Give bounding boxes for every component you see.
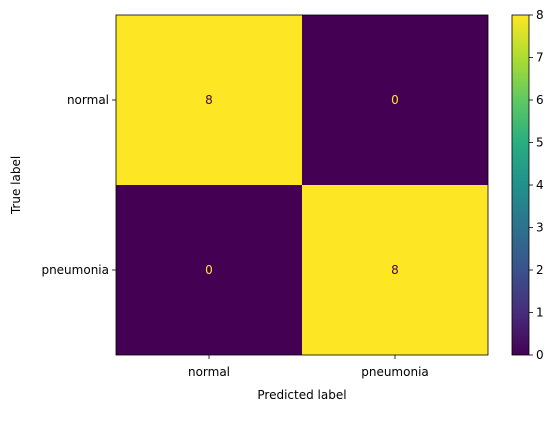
colorbar-tick-label: 1 bbox=[536, 306, 544, 320]
matrix-cell-0-1 bbox=[302, 15, 488, 185]
matrix-cells: 8 0 0 8 bbox=[116, 15, 488, 355]
matrix-cell-0-0 bbox=[116, 15, 302, 185]
y-tick-label: normal bbox=[67, 93, 109, 107]
y-axis-ticks: normal pneumonia bbox=[41, 93, 116, 277]
x-axis-label: Predicted label bbox=[257, 388, 346, 402]
colorbar-tick-label: 6 bbox=[536, 93, 544, 107]
cell-value-label-1-0: 0 bbox=[205, 263, 213, 277]
matrix-cell-1-0 bbox=[116, 185, 302, 355]
colorbar-tick-label: 4 bbox=[536, 178, 544, 192]
x-tick-label: normal bbox=[188, 365, 230, 379]
colorbar-tick-label: 7 bbox=[536, 51, 544, 65]
x-axis-ticks: normal pneumonia bbox=[188, 355, 429, 379]
matrix-cell-1-1 bbox=[302, 185, 488, 355]
y-tick-label: pneumonia bbox=[41, 263, 109, 277]
cell-value-label-0-1: 0 bbox=[391, 93, 399, 107]
colorbar bbox=[511, 14, 530, 356]
cell-value-label-0-0: 8 bbox=[205, 93, 213, 107]
colorbar-tick-label: 3 bbox=[536, 221, 544, 235]
colorbar-ticks: 0 1 2 3 4 5 6 7 8 bbox=[529, 8, 544, 362]
cell-value-label-1-1: 8 bbox=[391, 263, 399, 277]
colorbar-tick-label: 2 bbox=[536, 263, 544, 277]
plot-frame bbox=[115, 14, 489, 356]
colorbar-tick-label: 5 bbox=[536, 136, 544, 150]
y-axis-label: True label bbox=[9, 156, 23, 215]
colorbar-tick-label: 8 bbox=[536, 8, 544, 22]
colorbar-tick-label: 0 bbox=[536, 348, 544, 362]
x-tick-label: pneumonia bbox=[361, 365, 429, 379]
